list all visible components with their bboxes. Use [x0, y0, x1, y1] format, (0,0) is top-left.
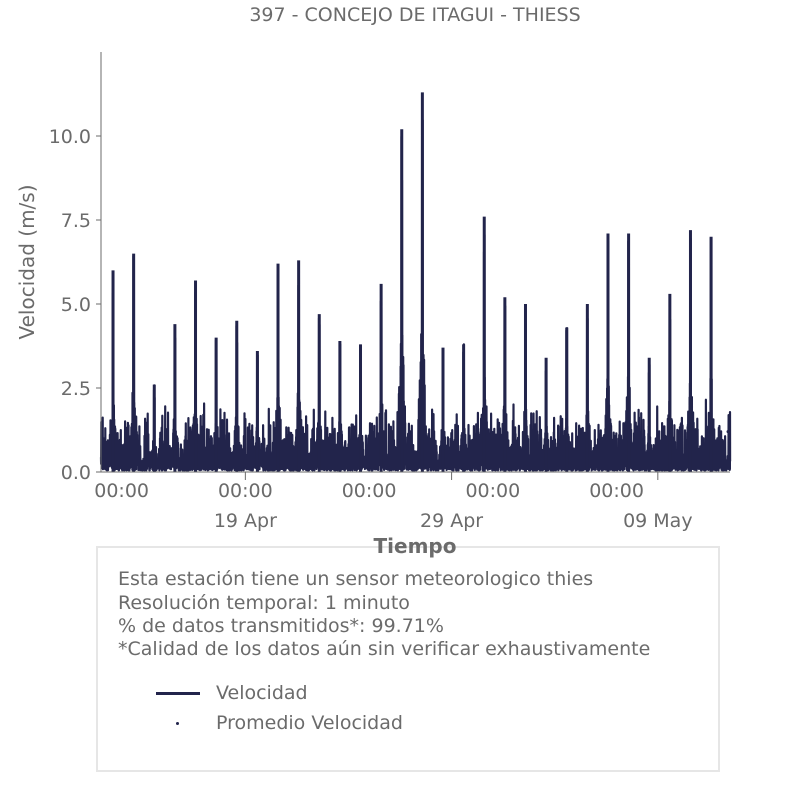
y-axis-ticks: 0.0 2.5 5.0 7.5 10.0	[49, 126, 101, 484]
info-resolution-text: Resolución temporal: 1 minuto	[118, 592, 410, 614]
x-axis-ticks: 00:00 00:00 00:00 00:00 00:00 19 Apr 29 Apr 09 …	[94, 472, 693, 532]
x-tick-label-time: 00:00	[218, 480, 273, 502]
series-velocidad	[99, 92, 732, 472]
chart-title: 397 - CONCEJO DE ITAGUI - THIESS	[249, 4, 580, 26]
y-tick-label: 10.0	[49, 126, 91, 148]
y-tick-label: 2.5	[61, 378, 91, 400]
y-axis-title: Velocidad (m/s)	[15, 184, 39, 339]
x-tick-label-date: 19 Apr	[214, 510, 277, 532]
x-tick-label-time: 00:00	[94, 480, 149, 502]
info-transmitted-text: % de datos transmitidos*: 99.71%	[118, 615, 444, 637]
info-legend-box: Esta estación tiene un sensor meteorolog…	[96, 546, 720, 772]
x-tick-label-time: 00:00	[342, 480, 397, 502]
y-tick-label: 7.5	[61, 210, 91, 232]
y-tick-label: 0.0	[61, 462, 91, 484]
velocidad-line	[99, 109, 732, 472]
x-tick-label-time: 00:00	[465, 480, 520, 502]
legend-dot-swatch	[176, 722, 179, 725]
x-tick-label-date: 09 May	[623, 510, 693, 532]
promedio-point	[726, 430, 730, 434]
info-quality-text: *Calidad de los datos aún sin verificar …	[118, 638, 651, 660]
legend-line-swatch	[156, 692, 200, 695]
legend-label-promedio: Promedio Velocidad	[216, 712, 403, 734]
legend-label-velocidad: Velocidad	[216, 682, 308, 704]
plot-area	[99, 92, 732, 472]
info-sensor-text: Esta estación tiene un sensor meteorolog…	[118, 568, 594, 590]
x-tick-label-date: 29 Apr	[420, 510, 483, 532]
x-tick-label-time: 00:00	[589, 480, 644, 502]
y-tick-label: 5.0	[61, 294, 91, 316]
series-promedio-velocidad	[726, 430, 730, 434]
